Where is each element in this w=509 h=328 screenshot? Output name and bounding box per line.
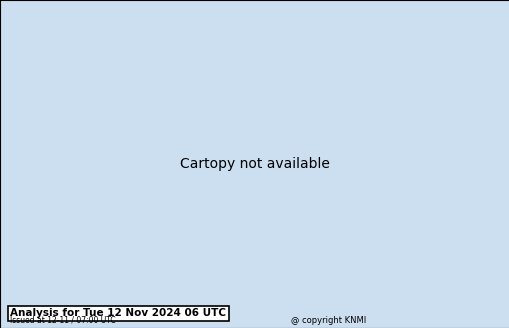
Text: @ copyright KNMI: @ copyright KNMI	[290, 316, 365, 325]
Text: Cartopy not available: Cartopy not available	[180, 157, 329, 171]
Text: Analysis for Tue 12 Nov 2024 06 UTC: Analysis for Tue 12 Nov 2024 06 UTC	[10, 308, 226, 318]
Text: Issued at 12-11 / 07:00 UTC: Issued at 12-11 / 07:00 UTC	[10, 316, 116, 325]
